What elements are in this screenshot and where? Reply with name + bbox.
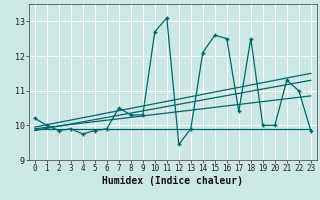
X-axis label: Humidex (Indice chaleur): Humidex (Indice chaleur) [102, 176, 243, 186]
